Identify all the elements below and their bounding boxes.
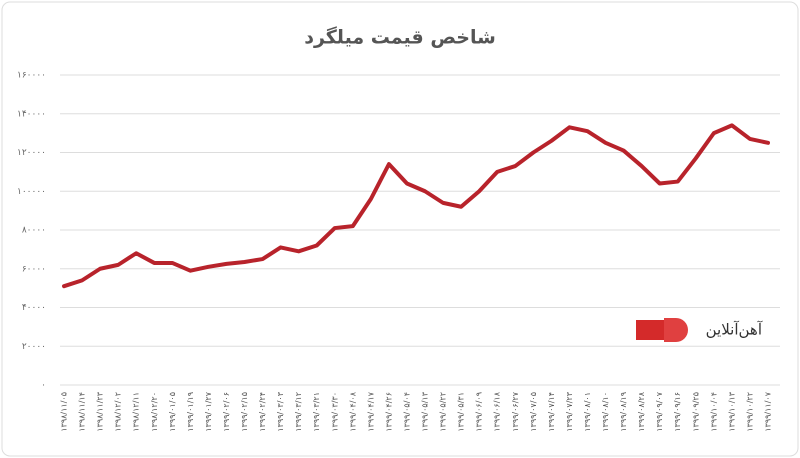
x-tick-label: ۱۳۹۹/۰۴/۰۸ xyxy=(348,391,357,431)
x-tick-label: ۱۳۹۹/۰۵/۲۲ xyxy=(439,392,448,432)
x-tick-label: ۱۳۹۹/۱۰/۰۴ xyxy=(709,392,718,432)
x-tick-label: ۱۳۹۹/۰۲/۰۶ xyxy=(222,392,231,432)
x-tick-label: ۱۳۹۹/۰۴/۲۶ xyxy=(384,392,393,432)
x-tick-label: ۱۳۹۹/۰۵/۰۴ xyxy=(402,392,411,432)
logo-shape xyxy=(664,318,688,342)
y-tick-label: ۱۴۰۰۰۰ xyxy=(17,109,46,119)
x-tick-label: ۱۳۹۸/۱۱/۰۵ xyxy=(60,392,69,432)
y-tick-label: ۶۰۰۰۰ xyxy=(22,264,46,274)
x-tick-label: ۱۳۹۹/۰۹/۱۶ xyxy=(673,392,682,432)
x-tick-label: ۱۳۹۹/۰۵/۳۱ xyxy=(457,392,466,432)
x-tick-label: ۱۳۹۹/۰۶/۰۹ xyxy=(475,392,484,432)
x-tick-label: ۱۳۹۹/۰۱/۱۹ xyxy=(186,392,195,432)
x-tick-label: ۱۳۹۸/۱۱/۱۴ xyxy=(78,392,87,432)
x-tick-label: ۱۳۹۹/۰۳/۱۲ xyxy=(294,392,303,432)
x-tick-label: ۱۳۹۹/۰۱/۰۵ xyxy=(168,392,177,432)
x-tick-label: ۱۳۹۹/۰۲/۱۵ xyxy=(240,392,249,432)
y-tick-label: ۰ xyxy=(41,381,46,391)
x-tick-label: ۱۳۹۹/۰۷/۰۵ xyxy=(529,392,538,432)
x-tick-label: ۱۳۹۹/۰۷/۱۴ xyxy=(547,392,556,432)
x-tick-label: ۱۳۹۸/۱۲/۰۲ xyxy=(114,392,123,432)
y-tick-label: ۴۰۰۰۰ xyxy=(22,303,46,313)
x-tick-label: ۱۳۹۸/۱۱/۲۳ xyxy=(96,391,105,431)
y-tick-label: ۲۰۰۰۰ xyxy=(22,342,46,352)
x-tick-label: ۱۳۹۹/۱۰/۲۲ xyxy=(745,392,754,432)
x-tick-label: ۱۳۹۹/۰۱/۲۷ xyxy=(204,391,213,431)
y-tick-label: ۱۶۰۰۰۰ xyxy=(17,71,46,81)
x-tick-label: ۱۳۹۹/۰۴/۱۷ xyxy=(366,391,375,431)
x-tick-label: ۱۳۹۸/۱۲/۲۰ xyxy=(150,392,159,432)
x-tick-label: ۱۳۹۹/۰۶/۲۷ xyxy=(511,391,520,431)
x-tick-label: ۱۳۹۹/۰۵/۱۳ xyxy=(421,391,430,431)
x-tick-label: ۱۳۹۹/۱۱/۰۷ xyxy=(764,391,773,431)
series-line xyxy=(62,123,770,289)
x-tick-label: ۱۳۹۹/۰۸/۲۸ xyxy=(637,391,646,431)
x-tick-label: ۱۳۹۹/۰۸/۱۹ xyxy=(619,392,628,432)
x-tick-label: ۱۳۹۹/۰۶/۱۸ xyxy=(493,391,502,431)
x-tick-label: ۱۳۹۹/۰۹/۰۷ xyxy=(655,391,664,431)
y-tick-label: ۸۰۰۰۰ xyxy=(22,226,46,236)
x-tick-label: ۱۳۹۹/۰۳/۰۳ xyxy=(276,391,285,431)
x-tick-label: ۱۳۹۹/۰۲/۲۴ xyxy=(258,392,267,432)
x-tick-label: ۱۳۹۹/۱۰/۱۳ xyxy=(727,391,736,431)
x-tick-label: ۱۳۹۹/۰۷/۲۳ xyxy=(565,391,574,431)
y-tick-label: ۱۲۰۰۰۰ xyxy=(17,148,46,158)
x-tick-label: ۱۳۹۹/۰۹/۲۵ xyxy=(691,392,700,432)
logo-text: آهن‌آنلاین xyxy=(706,321,763,339)
chart-title: شاخص قیمت میلگرد xyxy=(304,26,496,49)
logo: آهن‌آنلاین xyxy=(636,318,763,342)
logo-shape xyxy=(636,320,664,340)
y-tick-label: ۱۰۰۰۰۰ xyxy=(17,187,46,197)
x-tick-label: ۱۳۹۹/۰۸/۱۰ xyxy=(601,392,610,432)
x-tick-label: ۱۳۹۹/۰۳/۲۱ xyxy=(312,392,321,432)
x-tick-label: ۱۳۹۹/۰۳/۳۰ xyxy=(330,392,339,432)
x-tick-label: ۱۳۹۸/۱۲/۱۱ xyxy=(132,392,141,432)
x-tick-label: ۱۳۹۹/۰۸/۰۱ xyxy=(583,392,592,432)
